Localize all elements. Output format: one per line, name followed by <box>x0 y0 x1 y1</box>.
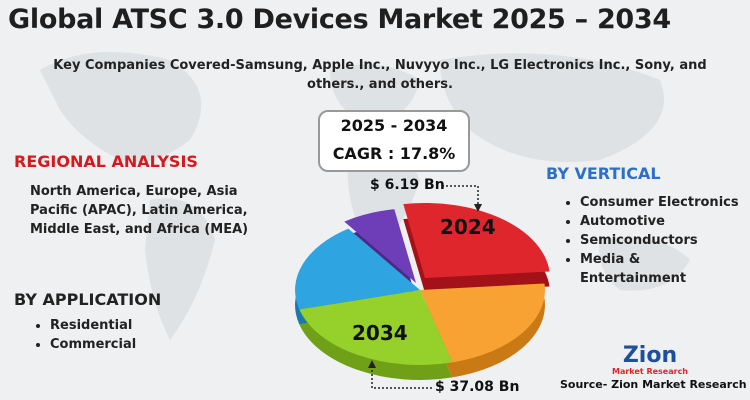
forecast-box: 2025 - 2034 CAGR : 17.8% <box>318 110 470 172</box>
arrow <box>368 360 376 368</box>
pie-label: 2024 <box>440 215 496 239</box>
arrow <box>474 204 482 212</box>
pie <box>295 202 550 380</box>
list-item: Consumer Electronics <box>580 193 750 212</box>
list-item: Commercial <box>50 335 136 354</box>
list-item: Automotive <box>580 212 750 231</box>
cagr: CAGR : 17.8% <box>332 144 456 163</box>
logo-name: Zion <box>623 343 677 368</box>
source: Source- Zion Market Research <box>560 378 747 391</box>
logo-tagline: Market Research <box>612 367 688 376</box>
vertical-list: Consumer Electronics Automotive Semicond… <box>562 193 750 288</box>
list-item: Media & Entertainment <box>580 250 690 288</box>
application-list: Residential Commercial <box>32 316 136 354</box>
period: 2025 - 2034 <box>340 116 448 135</box>
title: Global ATSC 3.0 Devices Market 2025 – 20… <box>8 4 671 35</box>
value-label: $ 37.08 Bn <box>435 379 520 395</box>
value-label: $ 6.19 Bn <box>370 177 445 193</box>
regional-text: North America, Europe, Asia Pacific (APA… <box>30 184 249 237</box>
list-item: Semiconductors <box>580 231 750 250</box>
subtitle: Key Companies Covered-Samsung, Apple Inc… <box>53 58 707 92</box>
pie-label: 2034 <box>352 321 408 345</box>
heading: BY APPLICATION <box>14 290 162 309</box>
pointers <box>371 185 479 389</box>
heading: BY VERTICAL <box>546 164 661 183</box>
list-item: Residential <box>50 316 136 335</box>
heading: REGIONAL ANALYSIS <box>14 152 198 171</box>
